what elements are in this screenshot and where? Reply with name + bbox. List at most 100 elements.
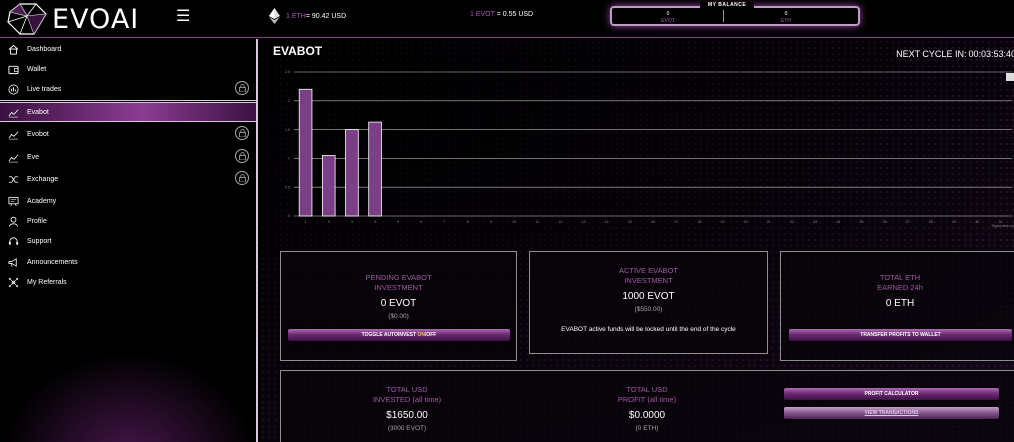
card-title-line1: TOTAL USD xyxy=(386,385,428,394)
evot-price-value: = 0.55 USD xyxy=(496,11,534,18)
ethereum-icon xyxy=(269,8,280,24)
sidebar-item-live-trades[interactable]: Live trades xyxy=(0,79,256,99)
active-lock-note: EVABOT active funds will be locked until… xyxy=(561,326,736,333)
lock-icon xyxy=(235,81,249,95)
next-cycle-timer: NEXT CYCLE IN: 00:03:53:40 xyxy=(894,49,1014,59)
view-transactions-button[interactable]: VIEW TRANSACTIONS xyxy=(784,407,999,419)
user-icon xyxy=(7,215,19,227)
chart-menu-icon[interactable] xyxy=(1006,73,1014,81)
brand-name: EVOAI xyxy=(52,3,140,35)
chart-bar xyxy=(298,88,313,217)
sidebar-item-exchange[interactable]: Exchange xyxy=(0,169,256,189)
x-tick-label: 11 xyxy=(535,220,539,224)
academy-icon xyxy=(7,195,19,207)
next-cycle-label: NEXT CYCLE IN: xyxy=(896,49,967,59)
balance-evot-label: EVOT xyxy=(661,18,675,24)
toggle-autoinvest-button[interactable]: TOGGLE AUTOINVEST ON/OFF xyxy=(288,329,510,341)
sidebar-item-announcements[interactable]: Announcements xyxy=(0,252,256,272)
lock-icon xyxy=(235,126,249,140)
card-title-line2: INVESTED (all time) xyxy=(372,395,442,404)
sidebar-item-label: Wallet xyxy=(27,65,47,73)
my-balance-panel: MY BALANCE 0 EVOT 0 ETH xyxy=(610,2,860,26)
x-tick-label: 6 xyxy=(420,220,422,224)
brand-gem-icon xyxy=(7,3,47,35)
chart-bar xyxy=(368,121,382,217)
x-tick-label: 15 xyxy=(628,220,632,224)
x-tick-label: 5 xyxy=(397,220,399,224)
total-profit-value: $0.0000 xyxy=(628,410,666,421)
y-tick-label: 0 xyxy=(288,214,290,218)
x-tick-label: 27 xyxy=(906,220,910,224)
sidebar-item-profile[interactable]: Profile xyxy=(0,211,256,231)
x-tick-label: 13 xyxy=(582,220,586,224)
x-tick-label: 31 xyxy=(998,220,1002,224)
card-title-line1: ACTIVE EVABOT xyxy=(618,266,679,275)
balance-evot-value: 0 xyxy=(666,11,670,17)
toggle-autoinvest-on: ON xyxy=(417,332,425,338)
shuffle-icon xyxy=(7,173,19,185)
x-tick-label: 16 xyxy=(651,220,655,224)
lock-icon xyxy=(235,171,249,185)
x-tick-label: 14 xyxy=(605,220,609,224)
profit-calculator-button[interactable]: PROFIT CALCULATOR xyxy=(784,388,999,400)
trend-icon xyxy=(7,106,19,118)
x-tick-label: 12 xyxy=(558,220,562,224)
sidebar-item-label: Announcements xyxy=(27,258,78,266)
card-title-line1: TOTAL USD xyxy=(626,385,668,394)
card-title-line1: TOTAL ETH xyxy=(879,273,921,282)
hamburger-menu-icon[interactable]: ☰ xyxy=(176,8,191,25)
brand-logo[interactable]: EVOAI xyxy=(6,2,139,36)
pending-investment-card: PENDING EVABOT INVESTMENT 0 EVOT ($0.00)… xyxy=(280,251,517,361)
eth-price-prefix: 1 ETH xyxy=(286,12,306,20)
pending-value: 0 EVOT xyxy=(380,298,417,309)
active-usd: ($550.00) xyxy=(634,306,663,313)
sidebar-item-my-referrals[interactable]: My Referrals xyxy=(0,272,256,292)
card-title-line2: EARNED 24h xyxy=(877,283,923,292)
x-tick-label: 7 xyxy=(444,220,446,224)
y-tick-label: 2 xyxy=(288,99,290,103)
sidebar-item-label: My Referrals xyxy=(27,278,67,286)
x-tick-label: 25 xyxy=(859,220,863,224)
trend-icon xyxy=(7,151,19,163)
x-tick-label: 22 xyxy=(790,220,794,224)
card-title-line2: INVESTMENT xyxy=(624,276,673,285)
sidebar-item-eve[interactable]: Eve xyxy=(0,147,256,167)
total-invested-evot: (3000 EVOT) xyxy=(387,425,427,432)
sidebar-item-academy[interactable]: Academy xyxy=(0,191,256,211)
trend-icon xyxy=(7,128,19,140)
sidebar-glow xyxy=(0,352,256,442)
balance-divider xyxy=(723,10,724,22)
y-tick-label: 1.5 xyxy=(285,128,290,132)
toggle-autoinvest-suffix: /OFF xyxy=(424,332,437,338)
x-tick-label: 30 xyxy=(975,220,979,224)
page-title: EVABOT xyxy=(273,44,323,58)
sidebar-item-dashboard[interactable]: Dashboard xyxy=(0,39,256,59)
sidebar-item-evabot[interactable]: Evabot xyxy=(0,102,256,122)
x-tick-label: 24 xyxy=(836,220,840,224)
evot-price-ticker: 1 EVOT = 0.55 USD xyxy=(470,11,533,18)
bars-icon xyxy=(7,83,19,95)
x-tick-label: 1 xyxy=(305,220,307,224)
x-tick-label: 23 xyxy=(813,220,817,224)
card-title-line1: PENDING EVABOT xyxy=(365,273,432,282)
x-tick-label: 9 xyxy=(490,220,492,224)
headset-icon xyxy=(7,235,19,247)
x-tick-label: 8 xyxy=(467,220,469,224)
x-tick-label: 17 xyxy=(674,220,678,224)
total-invested-block: TOTAL USD INVESTED (all time) $1650.00 (… xyxy=(321,371,493,442)
sidebar-item-evobot[interactable]: Evobot xyxy=(0,124,256,144)
balance-eth-value: 0 xyxy=(784,11,788,17)
sidebar-item-wallet[interactable]: Wallet xyxy=(0,59,256,79)
lock-icon xyxy=(235,149,249,163)
network-icon xyxy=(7,276,19,288)
sidebar-item-support[interactable]: Support xyxy=(0,231,256,251)
x-tick-label: 28 xyxy=(929,220,933,224)
x-tick-label: 21 xyxy=(767,220,771,224)
totals-card: TOTAL USD INVESTED (all time) $1650.00 (… xyxy=(280,370,1014,442)
transfer-profits-button[interactable]: TRANSFER PROFITS TO WALLET xyxy=(789,329,1012,341)
eth-price-value: = 90.42 USD xyxy=(305,12,347,20)
sidebar-item-label: Support xyxy=(27,237,52,245)
sidebar-item-label: Exchange xyxy=(27,175,59,183)
x-tick-label: 4 xyxy=(374,220,376,224)
eth-earned-card: TOTAL ETH EARNED 24h 0 ETH TRANSFER PROF… xyxy=(780,251,1014,361)
